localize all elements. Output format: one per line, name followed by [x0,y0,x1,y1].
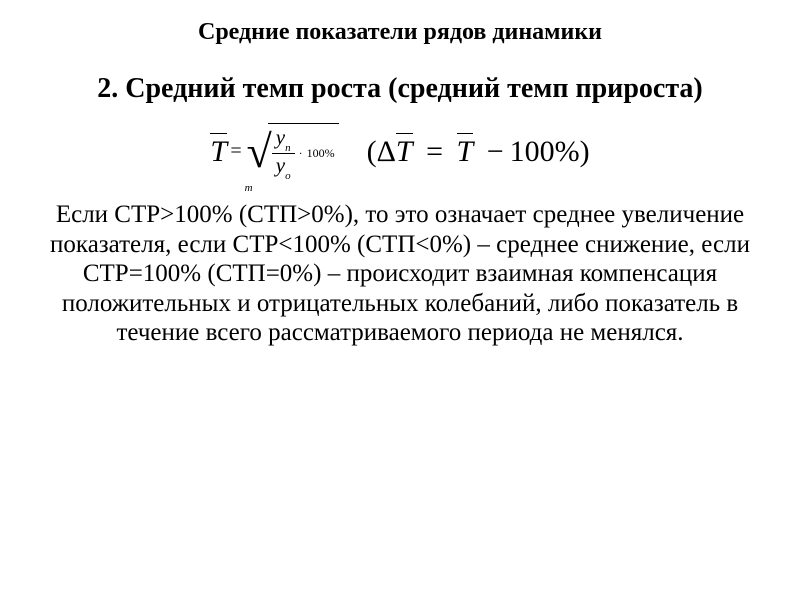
formula-delta: (ΔT = T −100%) [367,135,590,169]
minus-sign: − [481,135,510,168]
subscript-n: n [285,142,291,154]
symbol-T-bar-3: T [457,135,474,169]
page: Средние показатели рядов динамики 2. Сре… [0,0,800,600]
page-header: Средние показатели рядов динамики [30,18,770,47]
root-index: m [245,182,253,194]
symbol-T-bar-2: T [396,135,413,169]
symbol-y-n: y [276,125,285,149]
fraction: yn yo [272,126,295,180]
symbol-y-o: y [276,153,285,177]
dot-operator: · [299,146,303,161]
equals-sign: = [227,140,245,163]
body-paragraph: Если СТР>100% (СТП>0%), то это означает … [30,200,770,348]
open-paren: ( [367,135,377,168]
delta-symbol: Δ [377,135,396,168]
close-paren: ) [580,135,590,168]
section-subtitle: 2. Средний темп роста (средний темп прир… [30,73,770,105]
equals-sign-2: = [420,135,449,168]
radical-sign: √ [247,136,268,168]
formula-radical: T = m √ yn yo · 100% [210,123,338,180]
symbol-T-bar: T [210,135,227,169]
hundred-percent-2: 100% [510,135,580,168]
formula-row: T = m √ yn yo · 100% (ΔT = T −1 [30,123,770,180]
fraction-numerator: yn [272,126,295,153]
hundred-percent: 100% [307,146,335,161]
fraction-denominator: yo [272,153,295,181]
radicand: yn yo · 100% [268,123,339,180]
subscript-o: o [285,170,291,182]
